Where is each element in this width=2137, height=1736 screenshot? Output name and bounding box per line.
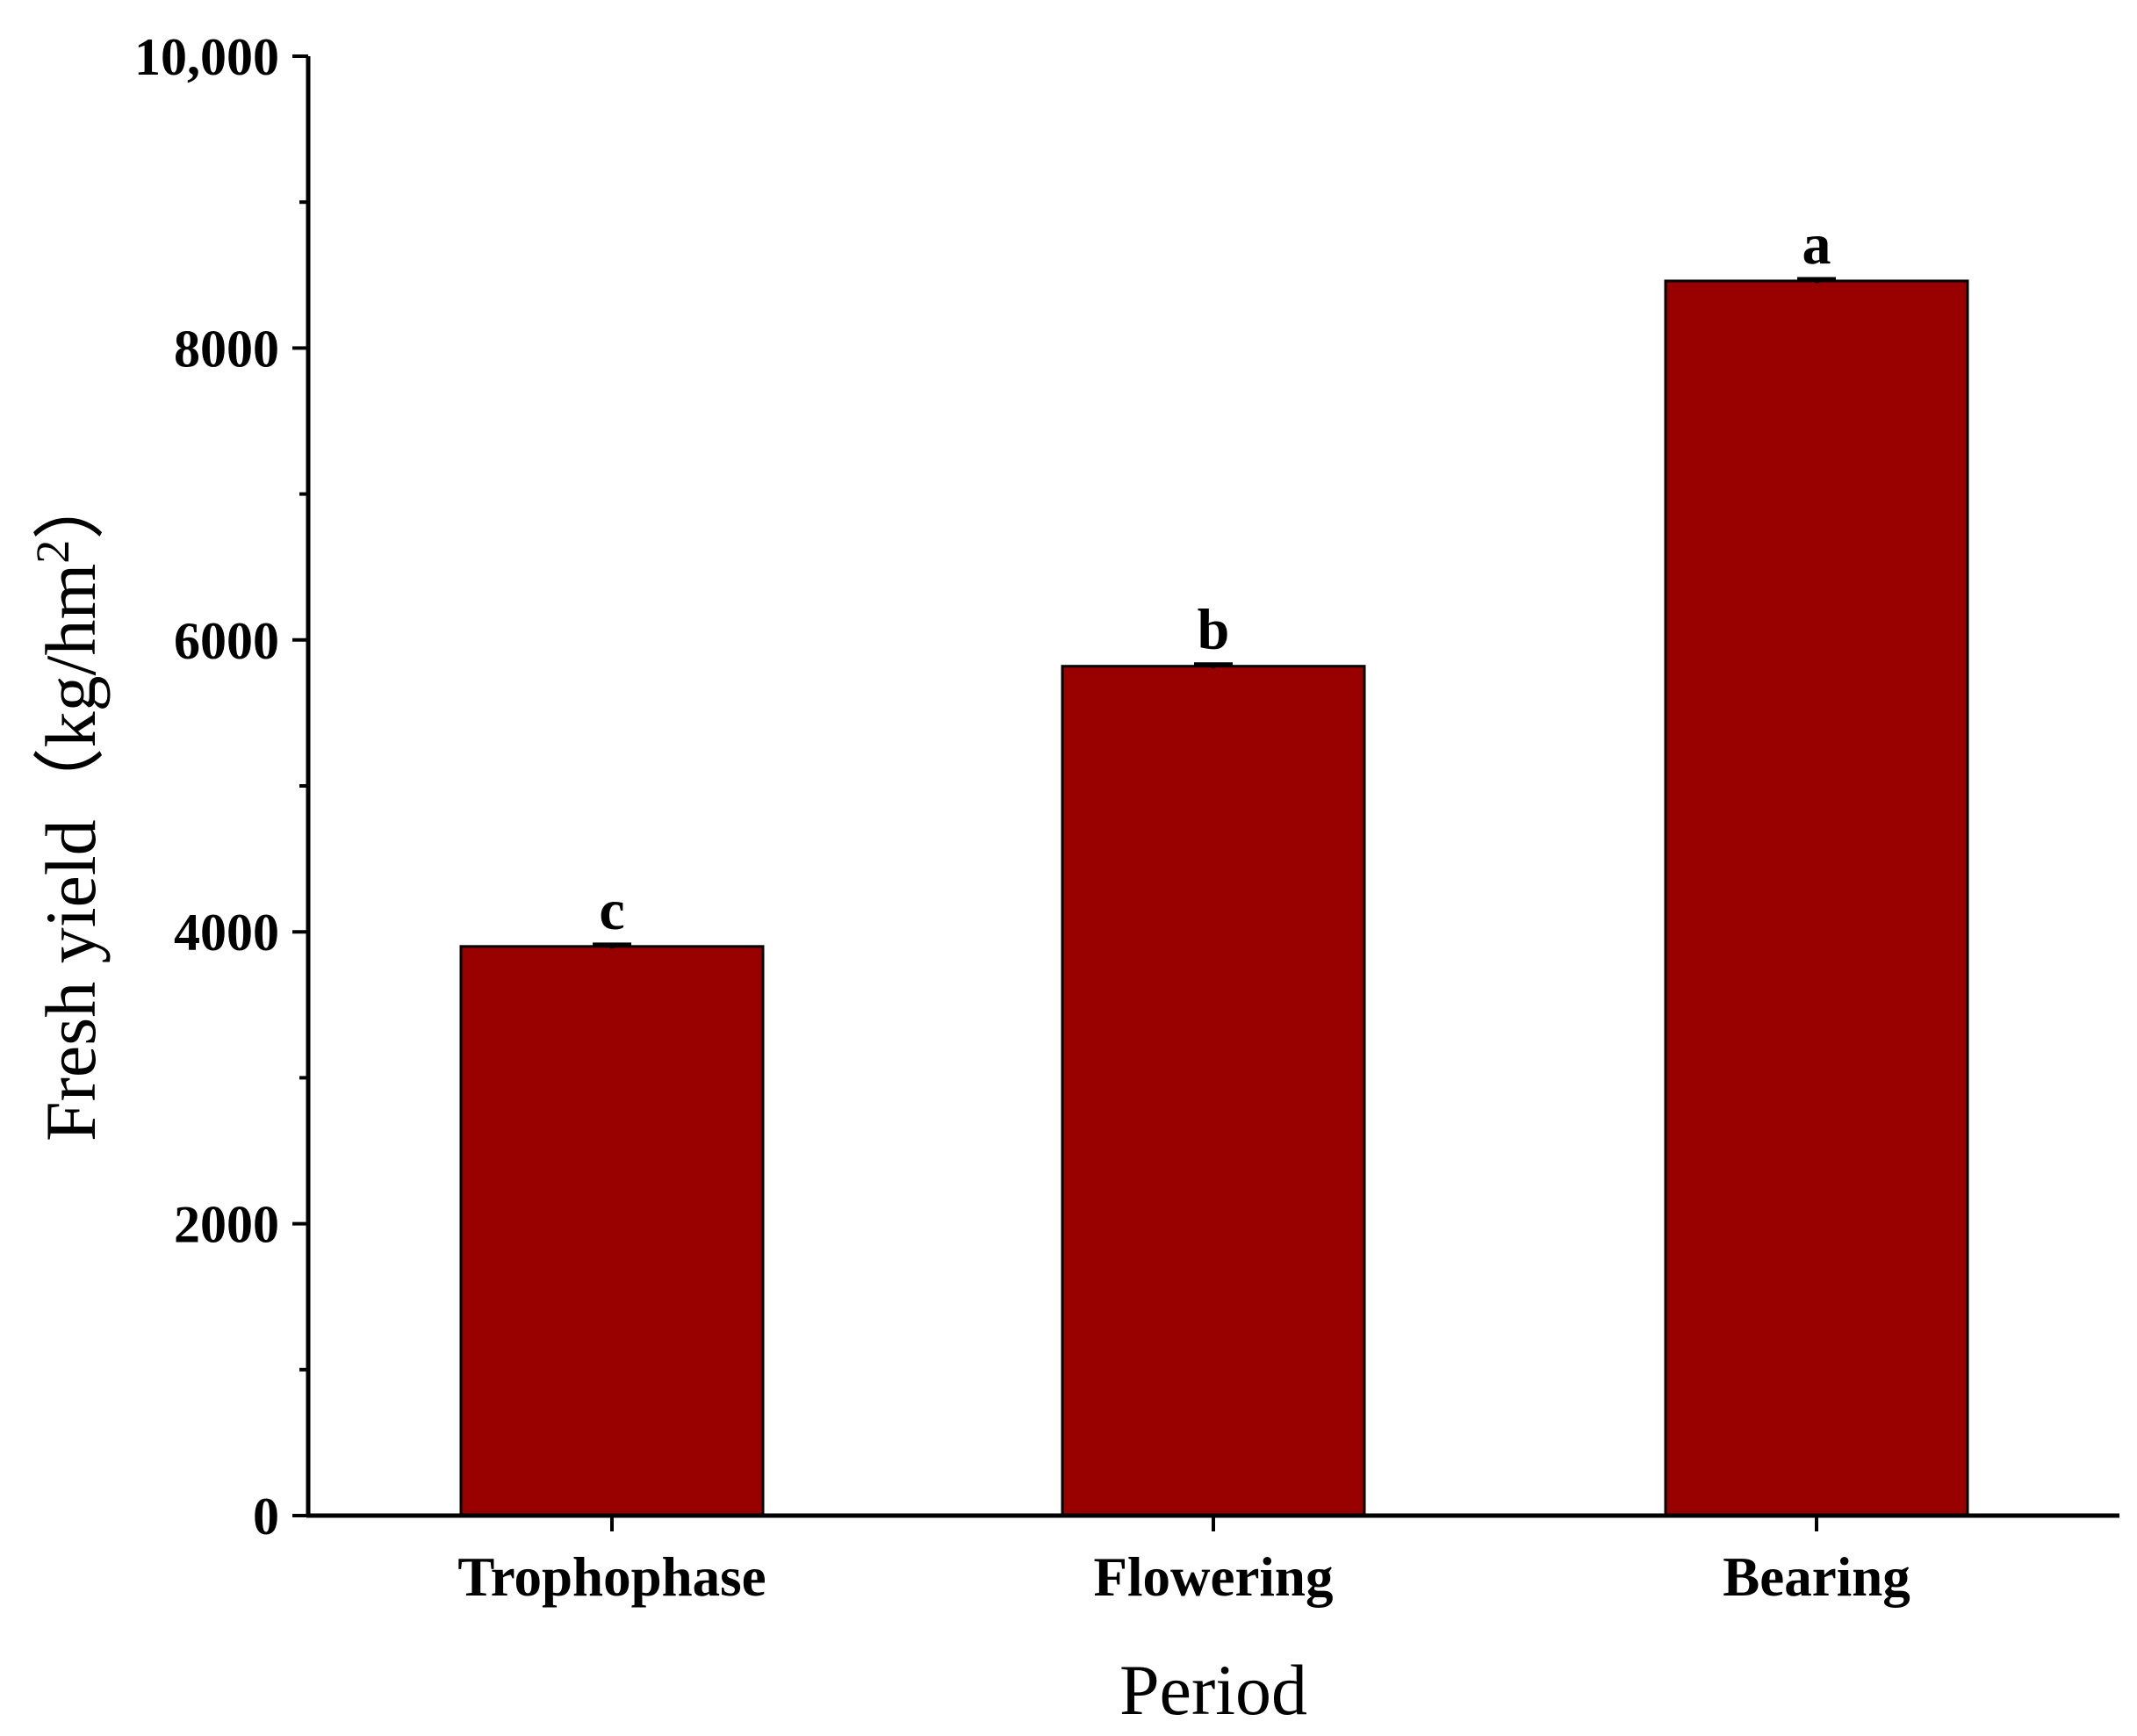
bar-bearing: [1664, 279, 1969, 1517]
y-tick-label: 6000: [174, 612, 279, 670]
bar-trophophase: [459, 945, 765, 1517]
significance-label-trophophase: c: [599, 878, 624, 942]
y-axis-title: Fresh yield（kg/hm2）: [26, 468, 111, 1142]
error-bars-layer: [593, 277, 1836, 949]
x-tick-label-trophophase: Trophophase: [457, 1546, 766, 1608]
x-tick-label-flowering: Flowering: [1094, 1546, 1334, 1608]
y-tick-label: 8000: [174, 320, 279, 378]
x-axis-title: Period: [1119, 1650, 1307, 1730]
y-axis-title-main: Fresh yield（kg/hm: [31, 564, 111, 1142]
significance-labels-layer: c b a: [599, 212, 1831, 942]
significance-label-flowering: b: [1198, 598, 1230, 662]
bar-flowering: [1061, 665, 1366, 1517]
y-axis-title-close: ）: [31, 468, 111, 540]
y-tick-label: 10,000: [134, 28, 279, 86]
significance-label-bearing: a: [1802, 212, 1831, 277]
y-ticks-layer: 0 2000 4000 6000 8000 10,000: [134, 28, 308, 1545]
x-ticks-layer: Trophophase Flowering Bearing: [457, 1516, 1910, 1608]
y-axis-title-superscript: 2: [26, 540, 79, 564]
bars-layer: [459, 279, 1969, 1517]
y-tick-label: 0: [253, 1487, 279, 1545]
y-tick-label: 4000: [174, 904, 279, 962]
x-tick-label-bearing: Bearing: [1723, 1546, 1910, 1608]
y-tick-label: 2000: [174, 1196, 279, 1254]
